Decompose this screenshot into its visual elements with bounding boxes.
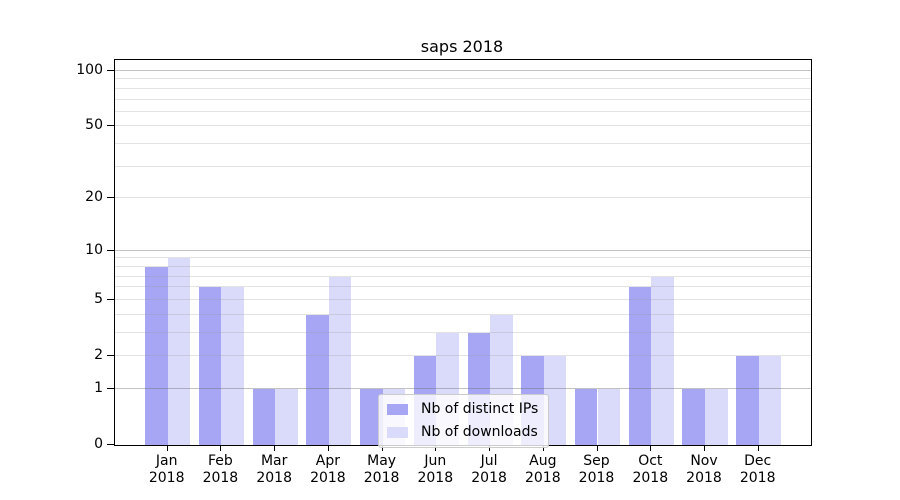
bar	[252, 388, 276, 445]
x-tick-label: Aug 2018	[524, 453, 561, 486]
x-tick	[274, 445, 276, 451]
x-tick	[381, 445, 383, 451]
x-tick-label: Dec 2018	[739, 453, 776, 486]
bar	[360, 388, 383, 445]
y-tick	[107, 125, 114, 127]
bar	[736, 356, 759, 445]
chart-title: saps 2018	[420, 37, 504, 56]
plot-area: Nb of distinct IPs Nb of downloads	[114, 59, 812, 448]
y-tick	[107, 387, 114, 389]
bar	[275, 388, 298, 445]
legend-label: Nb of distinct IPs	[421, 401, 539, 417]
legend-label: Nb of downloads	[421, 424, 538, 440]
bar	[682, 388, 705, 445]
legend-swatch-downloads	[387, 426, 408, 438]
bar	[306, 314, 329, 445]
x-tick	[489, 445, 491, 451]
x-tick	[757, 445, 759, 451]
x-tick-label: May 2018	[363, 453, 400, 486]
bar	[145, 266, 168, 445]
x-tick-label: Apr 2018	[310, 453, 346, 486]
legend-swatch-distinct-ips	[387, 403, 408, 415]
bar	[167, 258, 191, 445]
bars-layer	[115, 60, 811, 445]
bar	[543, 356, 567, 445]
y-tick-label: 0	[94, 436, 103, 452]
bar	[221, 287, 244, 445]
y-tick	[107, 355, 114, 356]
y-tick-label: 5	[94, 290, 103, 307]
bar	[574, 388, 598, 445]
legend-item-distinct-ips: Nb of distinct IPs	[387, 401, 538, 417]
y-tick	[107, 298, 114, 300]
x-tick	[650, 445, 652, 451]
legend-item-downloads: Nb of downloads	[387, 424, 538, 440]
x-tick	[704, 445, 705, 451]
bar	[758, 356, 782, 445]
bar	[651, 276, 674, 445]
y-tick-label: 2	[94, 347, 103, 363]
x-tick-label: Oct 2018	[632, 453, 669, 486]
x-tick	[435, 445, 437, 451]
x-tick-label: Jan 2018	[148, 453, 185, 486]
x-tick-label: Nov 2018	[686, 453, 722, 486]
bar	[328, 276, 352, 445]
x-tick	[220, 445, 222, 451]
bar	[198, 287, 222, 445]
x-tick	[596, 445, 598, 451]
x-tick-label: Feb 2018	[202, 453, 239, 486]
y-tick-label: 20	[85, 189, 103, 206]
y-tick-label: 50	[85, 117, 103, 134]
legend: Nb of distinct IPs Nb of downloads	[378, 394, 550, 448]
y-tick-label: 1	[94, 379, 103, 396]
x-tick-label: Mar 2018	[256, 453, 292, 486]
y-tick	[107, 69, 114, 71]
y-tick	[107, 249, 114, 251]
x-tick	[542, 445, 544, 451]
y-tick-label: 100	[76, 61, 103, 78]
bar	[705, 388, 728, 445]
x-tick-label: Jul 2018	[471, 453, 507, 486]
x-tick	[166, 445, 168, 451]
y-tick	[107, 444, 114, 445]
bar	[628, 287, 652, 445]
y-tick	[107, 197, 114, 199]
x-tick	[327, 445, 329, 451]
x-tick-label: Jun 2018	[417, 453, 454, 486]
bar	[597, 388, 621, 445]
y-tick-label: 10	[85, 241, 103, 258]
x-tick-label: Sep 2018	[578, 453, 615, 486]
